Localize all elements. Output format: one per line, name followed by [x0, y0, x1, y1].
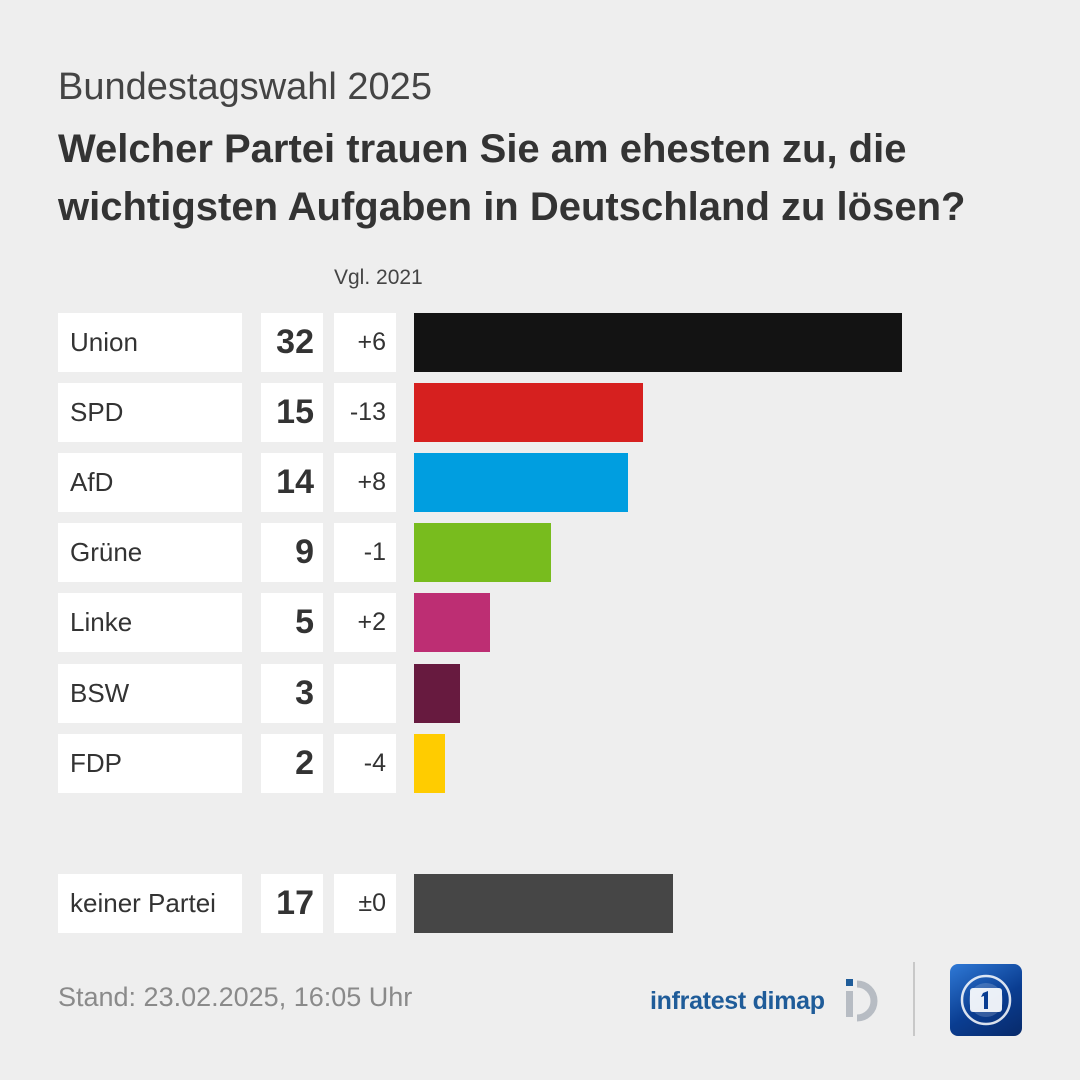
- change-label-bsw: [334, 664, 396, 723]
- bar-union: [414, 313, 902, 372]
- change-label-linke: +2: [334, 593, 396, 652]
- tagesschau-logo-icon: [950, 964, 1022, 1036]
- party-label-bsw: BSW: [58, 664, 242, 723]
- bar-afd: [414, 453, 628, 512]
- value-label-keiner-partei: 17: [261, 874, 323, 933]
- change-label-spd: -13: [334, 383, 396, 442]
- chart-title: Welcher Partei trauen Sie am ehesten zu,…: [58, 127, 966, 229]
- party-label-linke: Linke: [58, 593, 242, 652]
- change-label-fdp: -4: [334, 734, 396, 793]
- source-credit: infratest dimap: [650, 976, 883, 1027]
- value-label-gruene: 9: [261, 523, 323, 582]
- supertitle: Bundestagswahl 2025: [58, 66, 432, 108]
- footer-divider: [913, 962, 915, 1036]
- party-label-union: Union: [58, 313, 242, 372]
- bar-fdp: [414, 734, 445, 793]
- bar-gruene: [414, 523, 551, 582]
- value-label-afd: 14: [261, 453, 323, 512]
- value-label-fdp: 2: [261, 734, 323, 793]
- party-label-gruene: Grüne: [58, 523, 242, 582]
- bar-bsw: [414, 664, 460, 723]
- party-label-fdp: FDP: [58, 734, 242, 793]
- value-label-spd: 15: [261, 383, 323, 442]
- bar-chart: Union 32 +6 SPD 15 -13 AfD 14 +8 Grüne 9 -1 Linke 5 +2…: [58, 313, 902, 933]
- comparison-header: Vgl. 2021: [334, 266, 423, 289]
- value-label-union: 32: [261, 313, 323, 372]
- source-name: infratest dimap: [650, 987, 825, 1015]
- party-label-spd: SPD: [58, 383, 242, 442]
- value-label-linke: 5: [261, 593, 323, 652]
- change-label-keiner-partei: ±0: [334, 874, 396, 933]
- stand-timestamp: Stand: 23.02.2025, 16:05 Uhr: [58, 982, 413, 1012]
- bar-linke: [414, 593, 490, 652]
- party-label-afd: AfD: [58, 453, 242, 512]
- party-label-keiner-partei: keiner Partei: [58, 874, 242, 933]
- bar-keiner-partei: [414, 874, 673, 933]
- change-label-gruene: -1: [334, 523, 396, 582]
- change-label-union: +6: [334, 313, 396, 372]
- infratest-dimap-icon: [837, 976, 883, 1027]
- bar-spd: [414, 383, 643, 442]
- value-label-bsw: 3: [261, 664, 323, 723]
- change-label-afd: +8: [334, 453, 396, 512]
